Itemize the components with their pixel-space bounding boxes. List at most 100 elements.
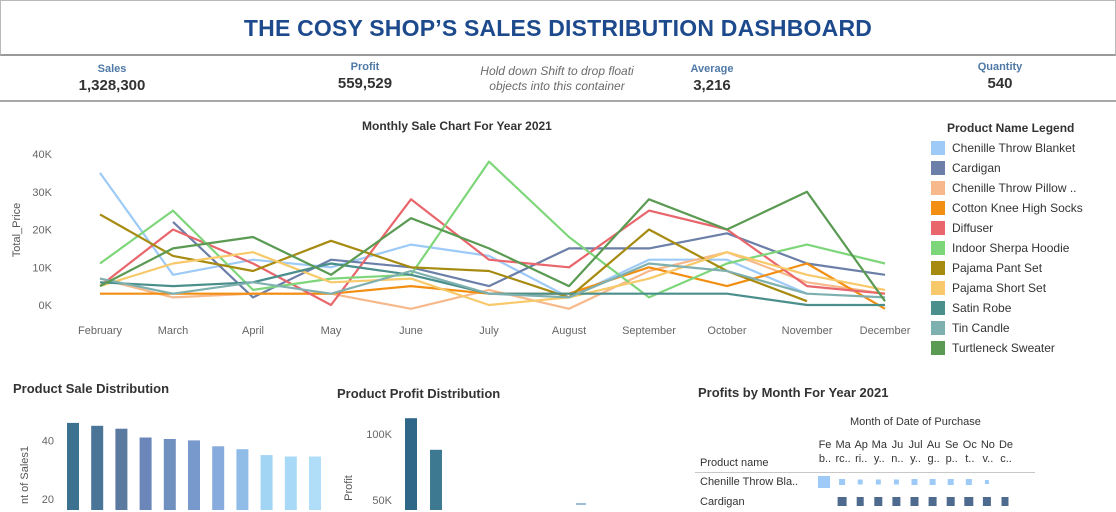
profit-mark[interactable]	[874, 497, 883, 506]
profit-mark[interactable]	[965, 479, 972, 485]
month-column-header[interactable]: Ma y..	[871, 439, 887, 465]
month-column-header[interactable]: Oc t..	[962, 439, 977, 465]
series-line[interactable]	[99, 198, 886, 307]
profit-mark[interactable]	[947, 479, 954, 485]
profit-mark[interactable]	[892, 497, 901, 506]
profit-month-row-header: Product name	[700, 457, 769, 469]
legend-item[interactable]: Cotton Knee High Socks	[931, 200, 1083, 216]
profit-mark[interactable]	[946, 497, 955, 506]
month-column-header[interactable]: Ju n..	[891, 439, 904, 465]
series-line[interactable]	[99, 160, 886, 299]
profit-mark[interactable]	[910, 497, 919, 506]
profit-y-tick-label: 50K	[372, 495, 392, 507]
monthly-sale-line-chart[interactable]: Total_Price 0K 10K 20K 30K 40K February March…	[0, 140, 920, 370]
legend-item[interactable]: Satin Robe	[931, 300, 1011, 316]
profit-month-title: Profits by Month For Year 2021	[698, 385, 889, 400]
month-column-header[interactable]: Au g..	[926, 439, 941, 465]
kpi-profit: Profit 559,529	[315, 61, 415, 92]
legend-label: Satin Robe	[952, 301, 1012, 315]
legend-item[interactable]: Tin Candle	[931, 320, 1010, 336]
profit-mark[interactable]	[839, 479, 846, 485]
drop-hint-line-2: objects into this container	[489, 79, 625, 93]
legend-label: Chenille Throw Pillow ..	[952, 181, 1077, 195]
line-chart-title: Monthly Sale Chart For Year 2021	[362, 119, 552, 133]
profit-bar[interactable]	[405, 418, 417, 510]
profit-y-tick-label: 100K	[366, 429, 392, 441]
legend-item[interactable]: Cardigan	[931, 160, 1001, 176]
profit-mark[interactable]	[928, 497, 937, 506]
y-tick-label: 40K	[32, 149, 52, 161]
profit-month-marks[interactable]	[810, 472, 1050, 512]
series-line[interactable]	[99, 213, 808, 303]
profit-mark[interactable]	[911, 479, 918, 485]
legend-title: Product Name Legend	[947, 121, 1075, 135]
kpi-profit-label: Profit	[350, 61, 380, 73]
series-line[interactable]	[99, 172, 808, 299]
sale-dist-ylabel: nt of Sales1	[19, 446, 31, 504]
x-tick-label: July	[479, 325, 499, 337]
product-sale-bar-chart[interactable]: nt of Sales1 20 40	[0, 400, 330, 510]
x-tick-label: December	[860, 325, 911, 337]
legend-item[interactable]: Pajama Pant Set	[931, 260, 1042, 276]
series-line[interactable]	[99, 251, 886, 307]
month-column-header[interactable]: Jul y..	[908, 439, 923, 465]
profit-mark[interactable]	[893, 479, 899, 485]
kpi-bar: Sales 1,328,300 Profit 559,529 Hold down…	[0, 58, 1116, 102]
month-column-header[interactable]: Ma rc..	[835, 439, 851, 465]
profit-mark[interactable]	[1001, 497, 1009, 506]
profit-mark[interactable]	[929, 479, 936, 485]
sale-bar[interactable]	[284, 456, 297, 511]
sale-y-tick-label: 20	[42, 494, 54, 506]
profit-mark[interactable]	[982, 497, 991, 506]
profit-mark[interactable]	[964, 497, 974, 506]
series-line[interactable]	[99, 262, 886, 299]
sale-bar[interactable]	[67, 422, 79, 510]
profit-mark[interactable]	[857, 479, 863, 485]
sale-bar[interactable]	[212, 446, 225, 510]
sale-bar[interactable]	[309, 456, 321, 511]
month-column-header[interactable]: De c..	[998, 439, 1014, 465]
profit-mark[interactable]	[856, 497, 864, 506]
profit-mark[interactable]	[875, 479, 881, 485]
sale-bar[interactable]	[139, 437, 152, 511]
x-tick-label: February	[78, 325, 123, 337]
month-column-header[interactable]: No v..	[980, 439, 995, 465]
series-line[interactable]	[99, 190, 886, 302]
profit-bar[interactable]	[430, 449, 442, 510]
drop-hint-line-1: Hold down Shift to drop floati	[480, 64, 634, 78]
sale-bar[interactable]	[236, 449, 249, 510]
legend-item[interactable]: Chenille Throw Blanket	[931, 140, 1075, 156]
month-column-header[interactable]: Fe b..	[818, 439, 832, 465]
legend-item[interactable]: Diffuser	[931, 220, 993, 236]
legend-item[interactable]: Chenille Throw Pillow ..	[931, 180, 1077, 196]
profit-month-divider	[695, 472, 1035, 473]
kpi-quantity-label: Quantity	[977, 61, 1023, 73]
sale-bar[interactable]	[115, 428, 128, 510]
legend-swatch	[931, 141, 945, 155]
sale-bar[interactable]	[260, 455, 273, 510]
series-line[interactable]	[99, 251, 886, 310]
legend-swatch	[931, 201, 945, 215]
legend-swatch	[931, 221, 945, 235]
sale-bar[interactable]	[163, 439, 176, 510]
line-chart-ylabel: Total_Price	[11, 203, 23, 257]
kpi-quantity: Quantity 540	[950, 61, 1050, 92]
legend-item[interactable]: Pajama Short Set	[931, 280, 1046, 296]
product-profit-bar-chart[interactable]: Profit 100K 50K	[330, 400, 650, 510]
month-column-header[interactable]: Ap ri..	[854, 439, 868, 465]
month-column-header[interactable]: Se p..	[944, 439, 959, 465]
legend-item[interactable]: Indoor Sherpa Hoodie	[931, 240, 1069, 256]
profit-mark[interactable]	[837, 497, 847, 506]
x-tick-label: September	[622, 325, 676, 337]
sale-bar[interactable]	[188, 440, 200, 510]
profit-month-row-chenille[interactable]: Chenille Throw Bla..	[700, 476, 799, 488]
sale-bar[interactable]	[91, 425, 104, 510]
legend-swatch	[931, 261, 945, 275]
profit-month-row-cardigan[interactable]: Cardigan	[700, 496, 745, 508]
sale-y-tick-label: 40	[42, 435, 54, 447]
legend-item[interactable]: Turtleneck Sweater	[931, 340, 1055, 356]
profit-mark[interactable]	[818, 476, 830, 488]
legend-label: Turtleneck Sweater	[952, 341, 1055, 355]
x-tick-label: April	[242, 325, 264, 337]
profit-mark[interactable]	[984, 480, 989, 484]
